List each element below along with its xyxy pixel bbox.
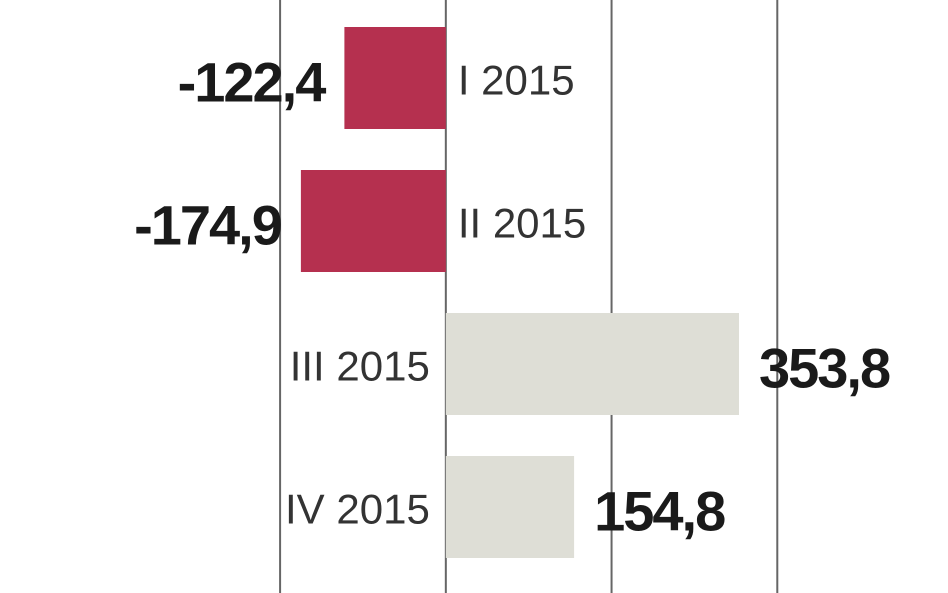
bar	[344, 27, 446, 129]
category-label: II 2015	[458, 200, 586, 247]
value-label: 154,8	[594, 480, 725, 543]
bar	[445, 456, 575, 558]
value-label: -174,9	[134, 194, 282, 257]
bar	[445, 313, 740, 415]
value-label: -122,4	[178, 51, 327, 114]
bar	[300, 170, 446, 272]
category-label: III 2015	[290, 343, 430, 390]
category-label: IV 2015	[285, 486, 430, 533]
value-label: 353,8	[759, 337, 890, 400]
category-label: I 2015	[458, 57, 575, 104]
